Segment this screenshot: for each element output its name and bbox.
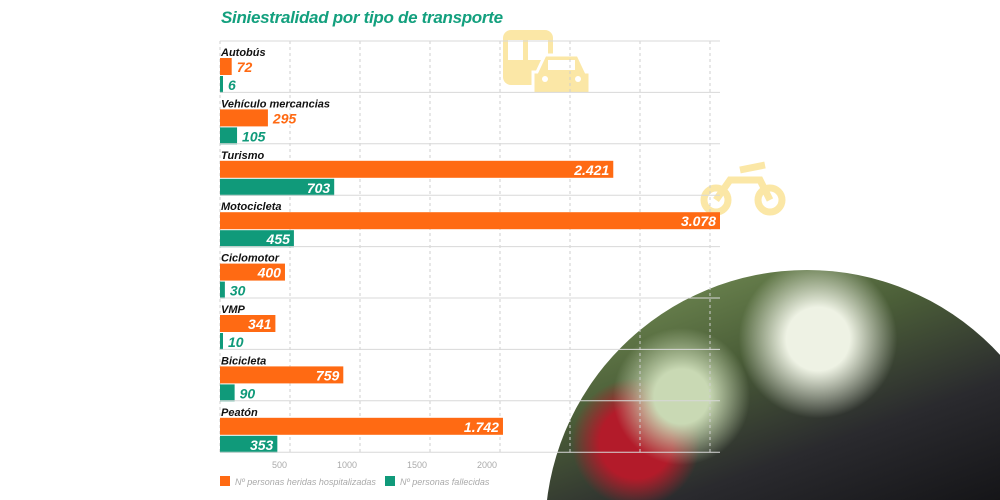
legend-label: Nº personas heridas hospitalizadas	[235, 477, 376, 487]
data-label: 341	[248, 316, 272, 332]
bar-injured	[220, 160, 614, 178]
legend-label: Nº personas fallecidas	[400, 477, 490, 487]
bar-injured	[220, 58, 232, 75]
data-label: 400	[257, 265, 282, 281]
data-label: 90	[240, 385, 256, 401]
category-label: Turismo	[221, 150, 264, 162]
category-label: Peatón	[221, 407, 258, 419]
data-label: 105	[242, 128, 266, 144]
bar-injured	[220, 212, 720, 230]
data-label: 353	[250, 437, 274, 453]
legend-swatch	[385, 476, 395, 486]
data-label: 455	[266, 231, 291, 247]
bar-injured	[220, 366, 344, 384]
bar-injured	[220, 263, 285, 281]
bar-injured	[220, 109, 268, 127]
category-label: Autobús	[220, 47, 266, 59]
data-label: 2.421	[573, 162, 609, 178]
category-label: Bicicleta	[221, 355, 266, 367]
x-tick-label: 1500	[407, 460, 427, 470]
bar-deaths	[220, 384, 235, 402]
data-label: 295	[272, 110, 297, 126]
car-icon	[531, 53, 592, 96]
chart-title: Siniestralidad por tipo de transporte	[221, 8, 503, 27]
bar-deaths	[220, 281, 225, 299]
motorcycle-icon	[700, 161, 786, 216]
data-label: 72	[237, 59, 253, 75]
data-label: 1.742	[464, 419, 499, 435]
category-label: Motocicleta	[221, 201, 282, 213]
data-label: 10	[228, 334, 244, 350]
bar-deaths	[220, 333, 223, 350]
bar-deaths	[220, 230, 294, 248]
data-label: 3.078	[681, 213, 716, 229]
data-label: 703	[307, 180, 331, 196]
x-tick-label: 500	[272, 460, 287, 470]
x-tick-label: 2000	[477, 460, 497, 470]
bar-deaths	[220, 127, 238, 145]
bar-injured	[220, 315, 276, 332]
x-tick-label: 1000	[337, 460, 357, 470]
category-label: Vehículo mercancias	[221, 98, 330, 110]
legend-swatch	[220, 476, 230, 486]
category-label: Ciclomotor	[221, 253, 280, 265]
data-label: 759	[316, 367, 340, 383]
category-label: VMP	[221, 304, 246, 316]
bar-deaths	[220, 178, 335, 196]
bar-injured	[220, 417, 503, 435]
bar-deaths	[220, 435, 278, 453]
data-label: 30	[230, 283, 246, 299]
data-label: 6	[228, 77, 236, 93]
bar-deaths	[220, 76, 223, 93]
